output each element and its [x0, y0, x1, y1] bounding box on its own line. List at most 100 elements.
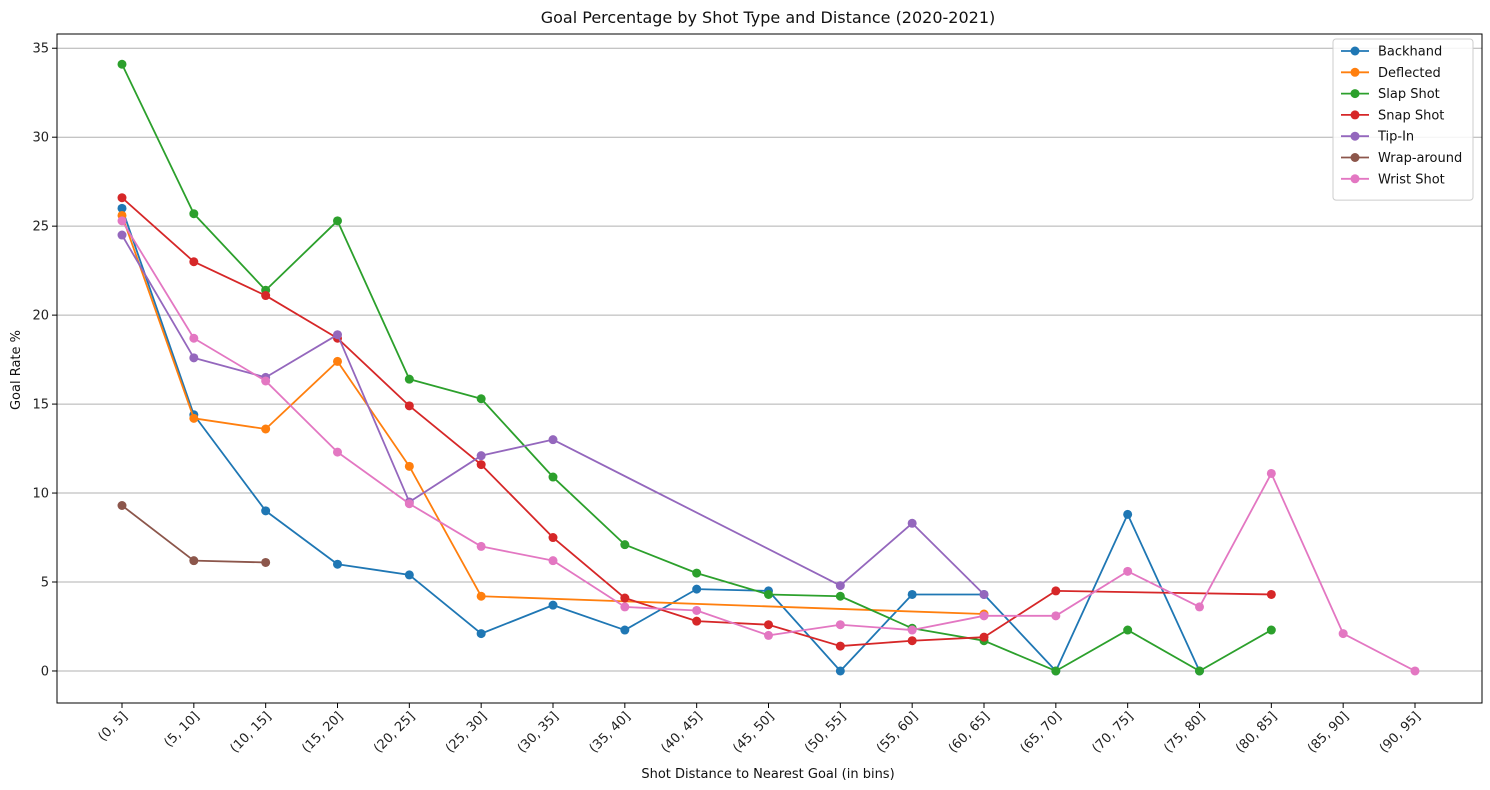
- y-tick-label: 30: [32, 131, 49, 146]
- x-tick-label: (75, 80]: [1161, 709, 1208, 756]
- data-point: [620, 593, 630, 603]
- data-point: [117, 193, 127, 203]
- y-axis-label: Goal Rate %: [9, 330, 24, 410]
- data-point: [261, 424, 271, 434]
- x-tick-label: (0, 5]: [96, 709, 131, 744]
- y-tick-label: 10: [32, 487, 49, 502]
- series-wrap-around: [117, 501, 271, 567]
- data-point: [1051, 611, 1061, 621]
- x-tick-label: (55, 60]: [874, 709, 921, 756]
- x-axis: (0, 5] (5, 10] (10, 15] (15, 20] (20, 25] (25…: [96, 703, 1424, 756]
- y-tick-label: 5: [41, 576, 49, 591]
- series-layer: [117, 59, 1420, 676]
- data-point: [548, 435, 558, 445]
- data-point: [835, 620, 845, 630]
- x-tick-label: (15, 20]: [299, 709, 346, 756]
- x-tick-label: (70, 75]: [1089, 709, 1136, 756]
- data-point: [476, 541, 486, 551]
- y-axis: 0 5 10 15 20 25 30 35: [32, 42, 57, 679]
- legend-swatch-marker: [1350, 174, 1360, 184]
- chart-title: Goal Percentage by Shot Type and Distanc…: [541, 8, 996, 27]
- data-point: [189, 556, 199, 566]
- data-point: [261, 376, 271, 386]
- x-axis-label: Shot Distance to Nearest Goal (in bins): [641, 767, 894, 782]
- x-tick-label: (90, 95]: [1377, 709, 1424, 756]
- data-point: [548, 533, 558, 543]
- legend-swatch-marker: [1350, 89, 1360, 99]
- x-tick-label: (30, 35]: [515, 709, 562, 756]
- data-point: [476, 629, 486, 639]
- data-point: [548, 600, 558, 610]
- series-tip-in: [117, 230, 989, 599]
- x-tick-label: (25, 30]: [443, 709, 490, 756]
- legend-label: Backhand: [1378, 45, 1442, 60]
- data-point: [764, 589, 773, 599]
- data-point: [476, 451, 486, 461]
- series-line: [121, 504, 266, 564]
- x-tick-label: (65, 70]: [1018, 709, 1065, 756]
- data-point: [261, 506, 271, 516]
- data-point: [1266, 589, 1276, 599]
- data-point: [333, 559, 342, 569]
- series-deflected: [117, 210, 989, 619]
- data-point: [1123, 566, 1133, 576]
- data-point: [189, 257, 199, 267]
- x-tick-label: (10, 15]: [227, 709, 274, 756]
- legend-swatch-marker: [1350, 46, 1360, 56]
- series-line: [121, 63, 1272, 672]
- legend-box: [1332, 38, 1474, 201]
- y-tick-label: 20: [32, 309, 49, 324]
- plot-area: [56, 33, 1483, 704]
- data-point: [117, 59, 127, 69]
- data-point: [835, 666, 845, 676]
- legend-label: Tip-In: [1377, 130, 1414, 145]
- data-point: [835, 591, 845, 601]
- legend-label: Slap Shot: [1378, 87, 1440, 102]
- data-point: [620, 625, 630, 635]
- legend-swatch-marker: [1350, 153, 1360, 162]
- legend-label: Deflected: [1378, 66, 1441, 81]
- data-point: [476, 394, 486, 404]
- data-point: [117, 230, 127, 240]
- data-point: [979, 589, 989, 599]
- data-point: [1051, 666, 1061, 676]
- data-point: [189, 413, 199, 423]
- data-point: [620, 602, 630, 612]
- data-point: [404, 374, 414, 384]
- y-tick-label: 15: [32, 398, 49, 413]
- y-tick-label: 25: [32, 220, 49, 235]
- data-point: [1195, 666, 1204, 676]
- data-point: [764, 620, 773, 630]
- data-point: [333, 356, 342, 366]
- x-tick-label: (20, 25]: [371, 709, 418, 756]
- legend-swatch-marker: [1350, 67, 1360, 77]
- data-point: [404, 401, 414, 411]
- data-point: [261, 291, 271, 301]
- data-point: [1410, 666, 1420, 676]
- data-point: [333, 216, 342, 226]
- data-point: [548, 556, 558, 566]
- legend-label: Snap Shot: [1378, 108, 1444, 123]
- data-point: [189, 353, 199, 363]
- legend: Backhand Deflected Slap Shot Snap Shot Tip-I…: [1332, 38, 1474, 201]
- data-point: [692, 616, 702, 626]
- legend-label: Wrist Shot: [1378, 172, 1445, 187]
- x-tick-label: (40, 45]: [658, 709, 705, 756]
- data-point: [548, 472, 558, 482]
- x-tick-label: (80, 85]: [1233, 709, 1280, 756]
- data-point: [1266, 468, 1276, 478]
- x-tick-label: (5, 10]: [161, 709, 202, 750]
- data-point: [1051, 586, 1061, 596]
- x-tick-label: (60, 65]: [946, 709, 993, 756]
- y-tick-label: 0: [41, 664, 49, 679]
- x-tick-label: (85, 90]: [1305, 709, 1352, 756]
- data-point: [1195, 602, 1204, 612]
- data-point: [404, 499, 414, 509]
- data-point: [117, 203, 127, 213]
- data-point: [620, 540, 630, 550]
- data-point: [1123, 509, 1133, 519]
- data-point: [476, 591, 486, 601]
- data-point: [404, 461, 414, 471]
